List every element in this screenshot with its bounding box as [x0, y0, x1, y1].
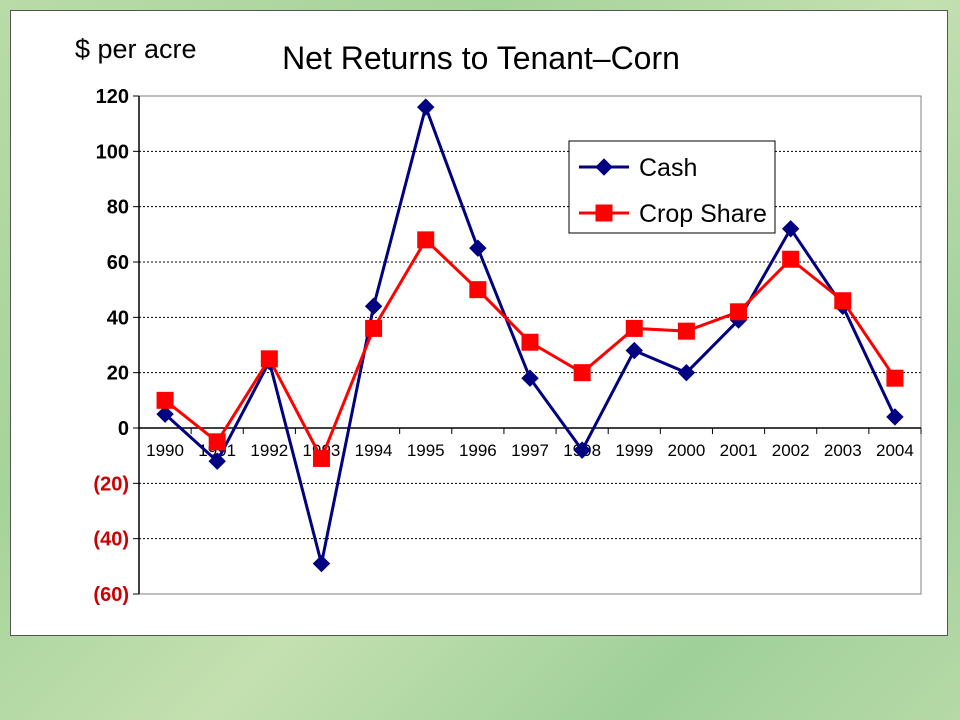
x-tick-label: 2002 [772, 441, 810, 460]
legend-label-cash: Cash [639, 154, 697, 182]
data-point-crop-share [312, 449, 330, 467]
data-point-cash [521, 369, 539, 387]
y-tick-label: 0 [118, 418, 129, 440]
data-point-cash [156, 405, 174, 423]
data-point-crop-share [625, 319, 643, 337]
data-point-cash [312, 554, 331, 573]
y-axis-label: $ per acre [75, 34, 197, 64]
legend-marker-crop-share [595, 204, 613, 222]
data-point-cash [677, 363, 696, 382]
data-point-crop-share [417, 231, 435, 249]
data-point-crop-share [573, 364, 591, 382]
x-tick-label: 1995 [407, 441, 445, 460]
legend: Cash Crop Share [568, 140, 776, 234]
legend-marker-cash [595, 158, 613, 176]
legend-box [568, 140, 776, 234]
data-point-crop-share [469, 281, 487, 299]
x-tick-label: 1990 [146, 441, 184, 460]
x-tick-label: 2000 [667, 441, 705, 460]
data-point-cash [625, 341, 643, 360]
x-tick-label: 2003 [824, 441, 862, 460]
y-tick-label: (20) [93, 473, 129, 495]
data-point-crop-share [834, 292, 852, 310]
data-point-crop-share [365, 319, 383, 337]
data-point-cash [573, 441, 591, 459]
data-point-cash [417, 98, 435, 116]
x-tick-label: 1994 [355, 441, 393, 460]
x-tick-label: 1996 [459, 441, 497, 460]
y-tick-label: 60 [107, 252, 129, 274]
y-tick-label: 20 [107, 363, 129, 385]
y-tick-label: 100 [96, 141, 129, 163]
data-point-crop-share [521, 333, 539, 351]
data-point-crop-share [730, 303, 748, 321]
data-point-crop-share [677, 322, 695, 340]
data-point-crop-share [156, 391, 174, 409]
y-tick-label: (60) [93, 584, 129, 606]
y-tick-label: 120 [96, 86, 129, 108]
chart-title: Net Returns to Tenant–Corn [282, 40, 680, 76]
x-tick-label: 2001 [720, 441, 758, 460]
legend-label-crop-share: Crop Share [639, 200, 767, 228]
data-point-cash [364, 297, 383, 315]
y-tick-label: (40) [93, 529, 129, 551]
x-tick-label: 1992 [250, 441, 288, 460]
x-tick-label: 2004 [876, 441, 914, 460]
x-tick-label: 1999 [615, 441, 653, 460]
x-tick-label: 1997 [511, 441, 549, 460]
data-point-cash [886, 408, 904, 426]
data-point-crop-share [260, 350, 278, 368]
data-point-crop-share [208, 433, 226, 451]
data-point-crop-share [886, 369, 904, 387]
chart-panel: $ per acre Net Returns to Tenant–Corn 12… [10, 10, 948, 636]
data-point-cash [208, 452, 226, 470]
series [156, 98, 904, 573]
data-point-crop-share [782, 250, 800, 268]
y-tick-label: 40 [107, 307, 129, 329]
data-point-cash [469, 239, 487, 257]
data-point-cash [781, 220, 800, 238]
line-chart: $ per acre Net Returns to Tenant–Corn 12… [75, 34, 922, 606]
y-tick-label: 80 [107, 197, 129, 219]
